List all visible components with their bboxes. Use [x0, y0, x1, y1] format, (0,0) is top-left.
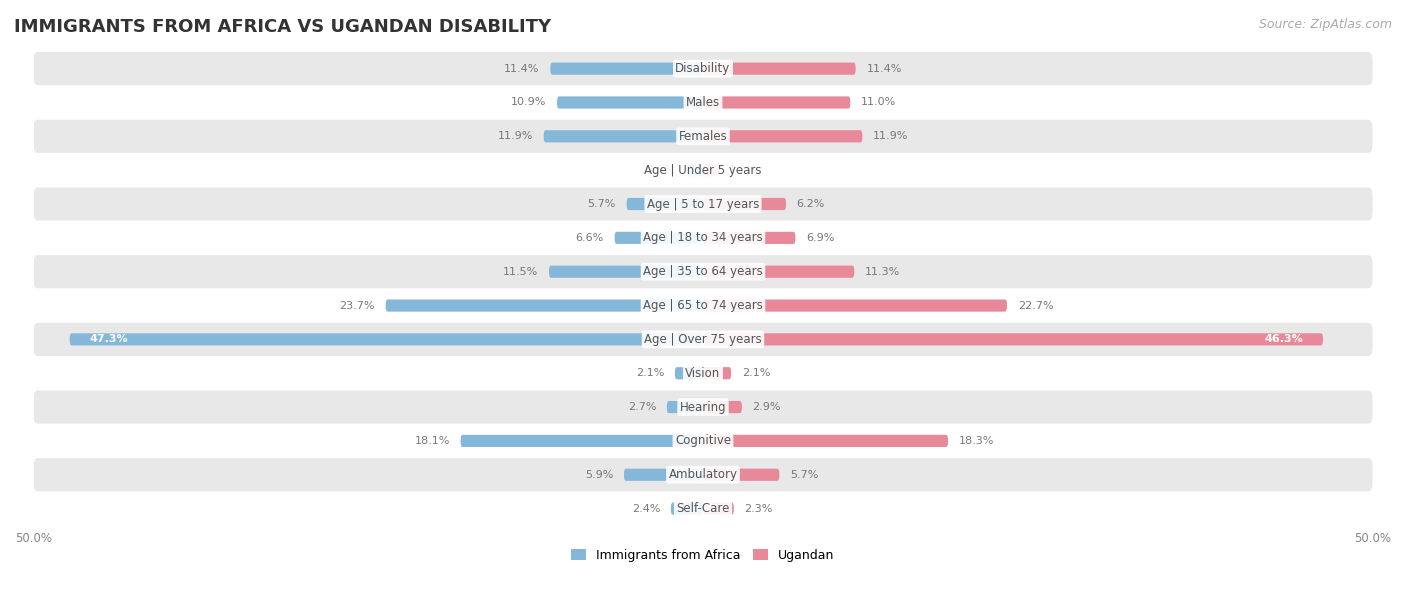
- FancyBboxPatch shape: [703, 62, 856, 75]
- Text: Source: ZipAtlas.com: Source: ZipAtlas.com: [1258, 18, 1392, 31]
- FancyBboxPatch shape: [614, 232, 703, 244]
- FancyBboxPatch shape: [34, 492, 1372, 525]
- Text: 11.9%: 11.9%: [873, 132, 908, 141]
- Text: Hearing: Hearing: [679, 401, 727, 414]
- FancyBboxPatch shape: [34, 86, 1372, 119]
- Text: 2.9%: 2.9%: [752, 402, 782, 412]
- Text: 5.7%: 5.7%: [790, 470, 818, 480]
- Text: 6.6%: 6.6%: [575, 233, 605, 243]
- FancyBboxPatch shape: [703, 334, 1323, 346]
- FancyBboxPatch shape: [34, 187, 1372, 220]
- Text: 6.2%: 6.2%: [797, 199, 825, 209]
- FancyBboxPatch shape: [548, 266, 703, 278]
- Text: 23.7%: 23.7%: [339, 300, 375, 310]
- Text: 18.3%: 18.3%: [959, 436, 994, 446]
- FancyBboxPatch shape: [557, 97, 703, 108]
- FancyBboxPatch shape: [385, 299, 703, 312]
- Text: Age | 35 to 64 years: Age | 35 to 64 years: [643, 265, 763, 278]
- FancyBboxPatch shape: [703, 299, 1007, 312]
- FancyBboxPatch shape: [34, 52, 1372, 85]
- FancyBboxPatch shape: [703, 164, 717, 176]
- Text: 11.5%: 11.5%: [503, 267, 538, 277]
- FancyBboxPatch shape: [671, 502, 703, 515]
- FancyBboxPatch shape: [703, 469, 779, 481]
- Text: 6.9%: 6.9%: [806, 233, 835, 243]
- FancyBboxPatch shape: [703, 435, 948, 447]
- Text: 11.4%: 11.4%: [866, 64, 901, 73]
- FancyBboxPatch shape: [70, 334, 703, 346]
- FancyBboxPatch shape: [703, 266, 855, 278]
- Text: 11.3%: 11.3%: [865, 267, 900, 277]
- Text: Age | 18 to 34 years: Age | 18 to 34 years: [643, 231, 763, 244]
- Text: Age | Over 75 years: Age | Over 75 years: [644, 333, 762, 346]
- FancyBboxPatch shape: [34, 357, 1372, 390]
- FancyBboxPatch shape: [666, 401, 703, 413]
- FancyBboxPatch shape: [34, 222, 1372, 255]
- Text: Self-Care: Self-Care: [676, 502, 730, 515]
- FancyBboxPatch shape: [703, 367, 731, 379]
- FancyBboxPatch shape: [544, 130, 703, 143]
- Text: 18.1%: 18.1%: [415, 436, 450, 446]
- FancyBboxPatch shape: [34, 154, 1372, 187]
- FancyBboxPatch shape: [703, 401, 742, 413]
- Text: 11.0%: 11.0%: [860, 97, 896, 108]
- FancyBboxPatch shape: [34, 390, 1372, 424]
- FancyBboxPatch shape: [461, 435, 703, 447]
- Text: 46.3%: 46.3%: [1264, 334, 1303, 345]
- FancyBboxPatch shape: [34, 458, 1372, 491]
- FancyBboxPatch shape: [34, 289, 1372, 322]
- Text: Age | Under 5 years: Age | Under 5 years: [644, 163, 762, 177]
- Text: 47.3%: 47.3%: [90, 334, 128, 345]
- FancyBboxPatch shape: [34, 323, 1372, 356]
- Text: Ambulatory: Ambulatory: [668, 468, 738, 481]
- Text: 2.4%: 2.4%: [631, 504, 661, 513]
- FancyBboxPatch shape: [34, 424, 1372, 458]
- FancyBboxPatch shape: [624, 469, 703, 481]
- FancyBboxPatch shape: [675, 367, 703, 379]
- Text: 11.9%: 11.9%: [498, 132, 533, 141]
- Text: 2.3%: 2.3%: [745, 504, 773, 513]
- FancyBboxPatch shape: [34, 120, 1372, 153]
- Text: Disability: Disability: [675, 62, 731, 75]
- FancyBboxPatch shape: [703, 130, 862, 143]
- Text: 2.1%: 2.1%: [742, 368, 770, 378]
- Text: Age | 65 to 74 years: Age | 65 to 74 years: [643, 299, 763, 312]
- Text: 22.7%: 22.7%: [1018, 300, 1053, 310]
- FancyBboxPatch shape: [627, 198, 703, 210]
- Text: 1.1%: 1.1%: [728, 165, 756, 175]
- Text: 2.7%: 2.7%: [627, 402, 657, 412]
- FancyBboxPatch shape: [703, 502, 734, 515]
- Text: 5.9%: 5.9%: [585, 470, 613, 480]
- Text: Females: Females: [679, 130, 727, 143]
- FancyBboxPatch shape: [688, 164, 703, 176]
- Text: Vision: Vision: [685, 367, 721, 379]
- FancyBboxPatch shape: [703, 232, 796, 244]
- Text: IMMIGRANTS FROM AFRICA VS UGANDAN DISABILITY: IMMIGRANTS FROM AFRICA VS UGANDAN DISABI…: [14, 18, 551, 36]
- FancyBboxPatch shape: [34, 255, 1372, 288]
- Legend: Immigrants from Africa, Ugandan: Immigrants from Africa, Ugandan: [567, 543, 839, 567]
- FancyBboxPatch shape: [703, 198, 786, 210]
- Text: 11.4%: 11.4%: [505, 64, 540, 73]
- Text: Cognitive: Cognitive: [675, 435, 731, 447]
- Text: 10.9%: 10.9%: [510, 97, 547, 108]
- Text: 2.1%: 2.1%: [636, 368, 664, 378]
- Text: 5.7%: 5.7%: [588, 199, 616, 209]
- FancyBboxPatch shape: [550, 62, 703, 75]
- Text: Age | 5 to 17 years: Age | 5 to 17 years: [647, 198, 759, 211]
- Text: 1.2%: 1.2%: [648, 165, 676, 175]
- FancyBboxPatch shape: [703, 97, 851, 108]
- Text: Males: Males: [686, 96, 720, 109]
